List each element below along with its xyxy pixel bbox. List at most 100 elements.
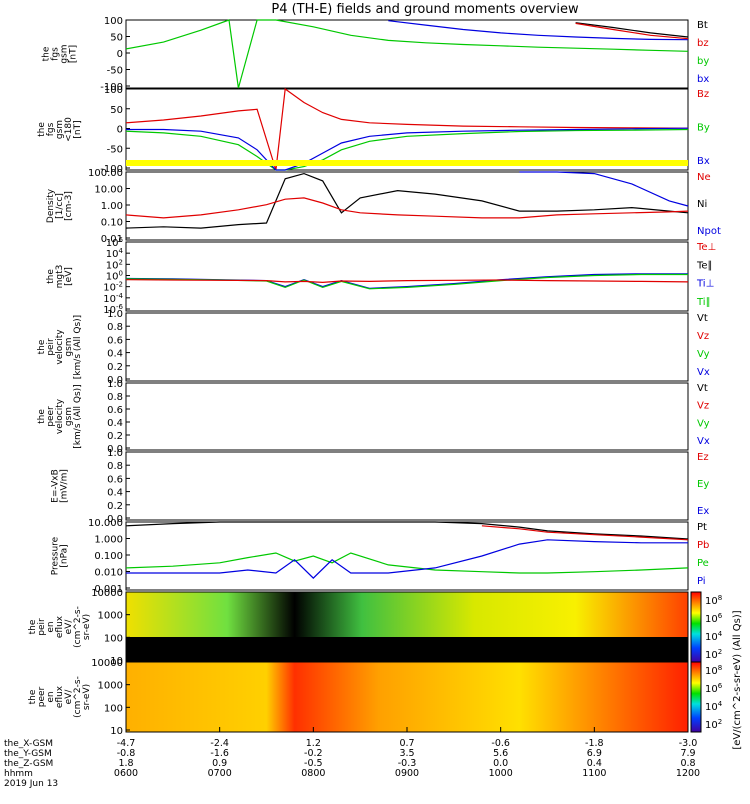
- series-by: [125, 19, 689, 89]
- y-axis-label: <180: [64, 117, 74, 142]
- x-tick-label: 0.9: [212, 758, 227, 769]
- legend-Ti∥: Ti∥: [696, 297, 711, 308]
- y-tick-label: 0.6: [107, 335, 123, 346]
- y-axis-label: en: [46, 621, 56, 632]
- y-axis-label: fgs: [46, 122, 56, 136]
- y-tick-label: 10000: [91, 588, 123, 599]
- legend-Ex: Ex: [697, 506, 709, 517]
- x-tick-label: 6.9: [587, 748, 602, 759]
- x-tick-label: 0800: [301, 768, 325, 779]
- y-tick-label: 0.6: [107, 474, 123, 485]
- x-tick-label: 0.7: [399, 738, 414, 749]
- legend-Pe: Pe: [697, 558, 709, 569]
- colorbar: [690, 661, 702, 733]
- legend-by: by: [697, 56, 709, 67]
- series-Npot: [519, 171, 689, 207]
- series-Pb: [481, 525, 689, 541]
- panel-frame: [125, 241, 689, 312]
- y-tick-label: 0.8: [107, 322, 123, 333]
- y-tick-label: 10: [110, 726, 123, 737]
- y-axis-label: [nT]: [73, 120, 83, 138]
- x-tick-label: 0.8: [680, 758, 695, 769]
- y-axis-label: the: [37, 339, 47, 354]
- series-Bz: [125, 87, 689, 171]
- y-tick-label: 1.00: [101, 201, 123, 212]
- panel-pressure: 10.000 1.000 0.100 0.010 0.001 Pressure [nPa] P…: [51, 518, 710, 595]
- legend-bz: bz: [697, 38, 709, 49]
- panel-peir_velocity: 1.0 0.8 0.6 0.4 0.2 0.0 the peir velocity gsm [km/…: [37, 309, 710, 386]
- x-tick-label: -3.0: [679, 738, 698, 749]
- y-tick-label: 0.2: [107, 431, 123, 442]
- series-Te⊥: [125, 279, 689, 284]
- y-tick-label: 1000: [98, 611, 123, 622]
- plot-title: P4 (TH-E) fields and ground moments over…: [271, 2, 579, 17]
- x-axis-row-label: the_Z-GSM: [4, 759, 53, 769]
- legend-Vy: Vy: [697, 418, 710, 429]
- y-tick-label: 0.6: [107, 405, 123, 416]
- series-By: [125, 128, 689, 171]
- x-tick-label: -0.6: [491, 738, 510, 749]
- y-tick-label: 0.2: [107, 501, 123, 512]
- x-tick-label: -1.8: [585, 738, 604, 749]
- series-Pe: [125, 552, 689, 574]
- y-tick-label: 100.00: [88, 168, 123, 179]
- x-tick-label: -0.8: [117, 748, 136, 759]
- colorbar-tick-label: 108: [705, 664, 722, 677]
- x-tick-label: 0700: [208, 768, 232, 779]
- legend-Te⊥: Te⊥: [696, 242, 716, 253]
- y-tick-label: 0.10: [101, 218, 123, 229]
- x-tick-label: -2.4: [210, 738, 229, 749]
- y-axis-label: [nPa]: [60, 544, 70, 567]
- series-Bx: [126, 127, 689, 171]
- y-axis-label: en: [46, 691, 56, 702]
- y-tick-label: 100: [104, 85, 123, 96]
- y-axis-label: velocity: [55, 398, 65, 434]
- panel-frame: [125, 451, 689, 521]
- panel-frame: [125, 171, 689, 241]
- y-axis-label: the: [28, 689, 38, 704]
- y-tick-label: 0.2: [107, 362, 123, 373]
- y-tick-label: 0.4: [107, 418, 123, 429]
- y-axis-label: [km/s (All Qs)]: [73, 384, 83, 448]
- panel-peer_eflux: 10000 1000 100 10 the peer en eflux eV/(cm^2-s-s…: [28, 658, 723, 737]
- colorbar-tick-label: 104: [705, 700, 723, 713]
- y-axis-label: eflux: [55, 685, 65, 708]
- panel-frame: [125, 312, 689, 382]
- y-axis-label: the: [46, 269, 56, 284]
- y-axis-label: gsm: [64, 407, 74, 426]
- x-tick-label: 1100: [582, 768, 606, 779]
- x-tick-label: -0.3: [398, 758, 417, 769]
- x-axis-row-label: hhmm: [4, 769, 33, 779]
- x-axis-row-label: the_X-GSM: [4, 739, 53, 749]
- y-tick-label: 0.0: [107, 375, 123, 386]
- legend-Vt: Vt: [697, 313, 708, 324]
- series-bx: [388, 20, 689, 41]
- series-Pt: [125, 521, 689, 540]
- y-tick-label: 0: [117, 125, 123, 136]
- y-tick-label: 0: [117, 49, 123, 60]
- x-tick-label: -1.6: [210, 748, 229, 759]
- legend-Ni: Ni: [697, 199, 707, 210]
- x-tick-label: -4.7: [117, 738, 136, 749]
- y-tick-label: 0.001: [94, 584, 123, 595]
- y-axis-label: eflux: [55, 615, 65, 638]
- y-axis-label: E=-VxB: [51, 469, 61, 503]
- legend-Pi: Pi: [697, 576, 706, 587]
- y-tick-label: -50: [107, 144, 123, 155]
- legend-Bx: Bx: [697, 156, 710, 167]
- legend-Ti⊥: Ti⊥: [696, 279, 714, 290]
- y-tick-label: 0.0: [107, 514, 123, 525]
- series-bz: [575, 22, 689, 40]
- legend-Ey: Ey: [697, 479, 709, 490]
- y-tick-label: 1000: [98, 681, 123, 692]
- y-tick-label: 50: [110, 105, 123, 116]
- y-tick-label: 0.8: [107, 461, 123, 472]
- series-Pi: [126, 539, 688, 579]
- y-tick-label: 10: [110, 656, 123, 667]
- series-Ni: [125, 172, 689, 229]
- panel-fgs_gsm_filtered: 100 50 0 -50 -100 the fgs gsm <180 [nT] Bz By Bx: [37, 85, 710, 175]
- y-tick-label: 1.0: [107, 379, 123, 390]
- y-tick-label: 0.01: [101, 234, 123, 245]
